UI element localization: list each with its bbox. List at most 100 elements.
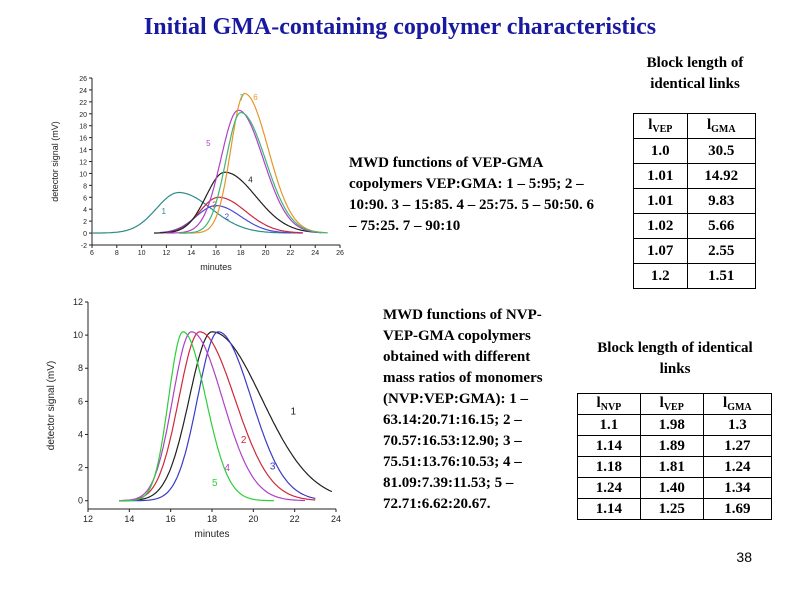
table-cell: 1.01 — [633, 163, 688, 189]
table-row: 1.1 1.98 1.3 — [577, 414, 773, 436]
series-label-3: 3 — [212, 200, 217, 209]
table-row: 1.0 30.5 — [633, 138, 757, 164]
table-cell: 1.98 — [639, 414, 704, 436]
series-line-3 — [160, 196, 303, 234]
x-tick-label: 26 — [336, 250, 344, 257]
x-tick-label: 16 — [212, 250, 220, 257]
series-line-3 — [119, 331, 316, 502]
plot-background — [44, 292, 348, 544]
series-line-4 — [154, 171, 322, 234]
y-tick-label: -2 — [81, 243, 87, 250]
y-tick-label: 6 — [83, 195, 87, 202]
table-header-cell: lGMA — [702, 393, 773, 415]
y-tick-label: 24 — [79, 88, 87, 95]
y-tick-label: 12 — [79, 160, 87, 167]
x-tick-label: 6 — [90, 250, 94, 257]
table-cell: 1.02 — [633, 213, 688, 239]
table-cell: 1.81 — [639, 456, 704, 478]
series-label-6: 6 — [253, 93, 258, 102]
table1-heading: Block length of identical links — [646, 55, 744, 92]
y-tick-label: 4 — [78, 429, 83, 439]
table-cell: 30.5 — [686, 138, 757, 164]
x-tick-label: 16 — [166, 514, 176, 524]
block-length-table-nvp-vep-gma: lNVP lVEP lGMA 1.1 1.98 1.3 1.14 1.89 1.27 1… — [577, 393, 773, 520]
y-tick-label: 10 — [73, 330, 83, 340]
series-line-2 — [160, 205, 303, 234]
series-label-3: 3 — [270, 461, 276, 472]
x-tick-label: 10 — [138, 250, 146, 257]
x-tick-label: 20 — [248, 514, 258, 524]
mwd-chart-nvp-vep-gma: 12 14 16 18 20 22 24 0 2 4 6 8 10 12 minutes detector s… — [44, 292, 348, 544]
mwd-chart-vep-gma: 6 8 10 12 14 16 18 20 22 24 26 -2 0 2 4 6 8 10 12 14 16 18 20 2… — [48, 70, 352, 285]
table-cell: 1.14 — [577, 435, 641, 457]
y-tick-label: 4 — [83, 207, 87, 214]
table-row: 1.18 1.81 1.24 — [577, 456, 773, 478]
series-line-5 — [119, 331, 274, 502]
page-title: Initial GMA-containing copolymer charact… — [143, 14, 657, 40]
table-cell: 1.51 — [686, 263, 757, 289]
y-tick-label: 8 — [83, 183, 87, 190]
table-header-row: lVEP lGMA — [633, 113, 757, 139]
chart1-description: MWD functions of VEP-GMA copolymers VEP:… — [349, 155, 594, 234]
table-cell: 1.24 — [577, 477, 641, 499]
series-line-4 — [119, 331, 305, 502]
table-cell: 1.2 — [633, 263, 688, 289]
table-cell: 14.92 — [686, 163, 757, 189]
table-cell: 1.27 — [702, 435, 773, 457]
x-tick-label: 8 — [115, 250, 119, 257]
table-cell: 1.69 — [702, 498, 773, 520]
series-line-2 — [119, 331, 316, 502]
table-cell: 1.1 — [577, 414, 641, 436]
y-tick-label: 10 — [79, 171, 87, 178]
series-line-7 — [178, 111, 328, 234]
y-tick-label: 2 — [78, 463, 83, 473]
table-row: 1.02 5.66 — [633, 213, 757, 239]
table-cell: 1.01 — [633, 188, 688, 214]
x-tick-label: 22 — [290, 514, 300, 524]
series-label-4: 4 — [248, 175, 253, 184]
x-tick-label: 24 — [311, 250, 319, 257]
series-label-1: 1 — [161, 207, 166, 216]
series-label-5: 5 — [206, 139, 211, 148]
table-cell: 1.24 — [702, 456, 773, 478]
table-cell: 1.34 — [702, 477, 773, 499]
y-tick-label: 12 — [73, 297, 83, 307]
block-length-table-vep-gma: lVEP lGMA 1.0 30.5 1.01 14.92 1.01 9.83 1.0… — [633, 113, 757, 289]
x-axis-label: minutes — [194, 529, 229, 540]
table-row: 1.14 1.89 1.27 — [577, 435, 773, 457]
table-row: 1.01 9.83 — [633, 188, 757, 214]
series-label-7: 7 — [240, 94, 245, 103]
y-tick-label: 22 — [79, 100, 87, 107]
y-tick-label: 16 — [79, 136, 87, 143]
y-tick-label: 0 — [78, 496, 83, 506]
y-tick-label: 8 — [78, 363, 83, 373]
x-tick-label: 24 — [331, 514, 341, 524]
series-line-1 — [91, 191, 291, 234]
table-cell: 1.89 — [639, 435, 704, 457]
x-tick-label: 20 — [262, 250, 270, 257]
table-header-cell: lVEP — [639, 393, 704, 415]
table-cell: 1.07 — [633, 238, 688, 264]
y-tick-label: 6 — [78, 396, 83, 406]
x-tick-label: 18 — [237, 250, 245, 257]
y-axis-label: detector signal (mV) — [46, 361, 57, 450]
table-header-cell: lVEP — [633, 113, 688, 139]
table-cell: 1.25 — [639, 498, 704, 520]
table-cell: 9.83 — [686, 188, 757, 214]
table-row: 1.24 1.40 1.34 — [577, 477, 773, 499]
x-tick-label: 14 — [187, 250, 195, 257]
series-label-1: 1 — [291, 407, 297, 418]
y-tick-label: 2 — [83, 219, 87, 226]
series-label-5: 5 — [212, 478, 218, 489]
table-cell: 5.66 — [686, 213, 757, 239]
table-cell: 1.0 — [633, 138, 688, 164]
series-label-2: 2 — [241, 435, 247, 446]
series-line-1 — [119, 331, 333, 502]
y-tick-label: 26 — [79, 76, 87, 83]
x-tick-label: 22 — [287, 250, 295, 257]
y-tick-label: 20 — [79, 112, 87, 119]
y-tick-label: 18 — [79, 124, 87, 131]
table-row: 1.2 1.51 — [633, 263, 757, 289]
plot-background — [48, 70, 352, 285]
